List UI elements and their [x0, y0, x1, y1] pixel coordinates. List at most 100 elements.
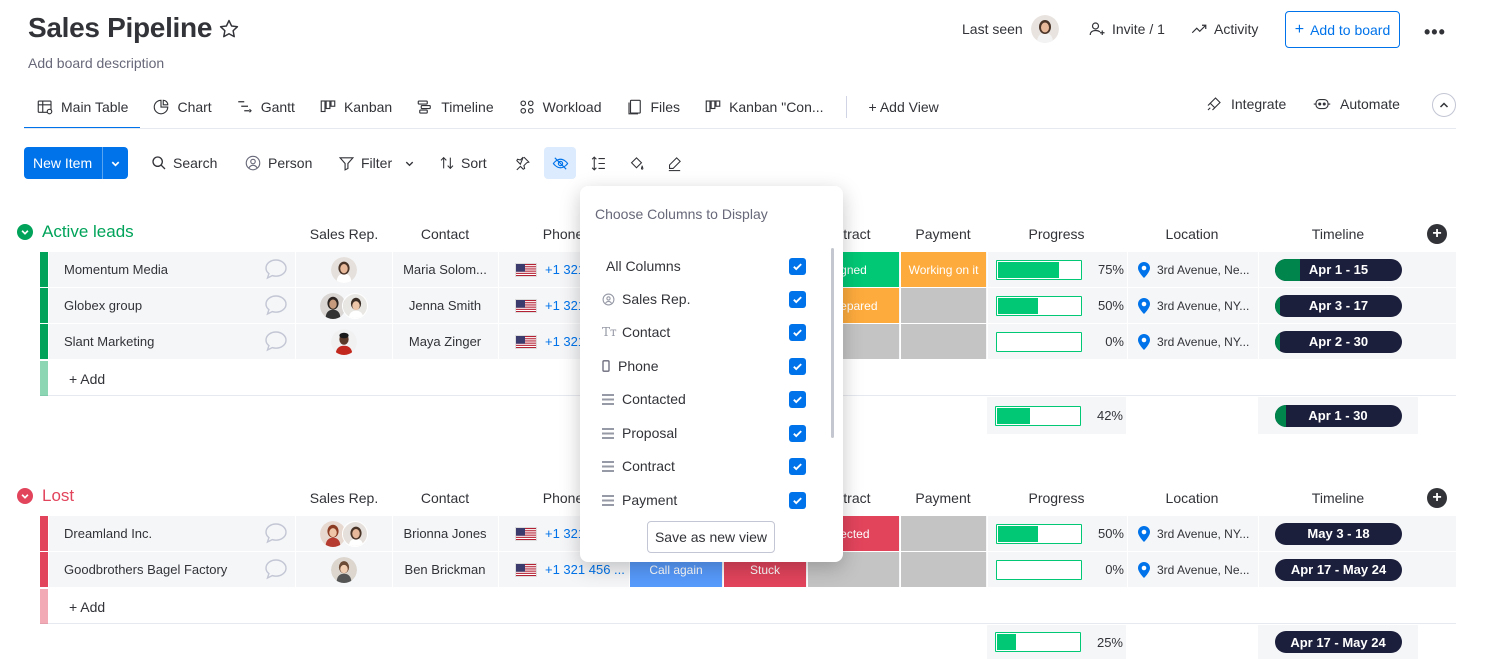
col-header-phone[interactable]: Phone — [542, 226, 584, 242]
column-option-payment[interactable]: Payment — [602, 488, 806, 512]
col-header-sales-rep[interactable]: Sales Rep. — [309, 490, 379, 506]
tab-timeline[interactable]: Timeline — [404, 84, 505, 129]
sales-rep-cell[interactable] — [295, 252, 391, 287]
tab-files[interactable]: Files — [614, 84, 693, 129]
col-header-contract[interactable]: ntract — [835, 226, 871, 242]
col-header-payment[interactable]: Payment — [915, 226, 971, 242]
chevron-down-icon[interactable] — [17, 488, 33, 504]
sales-rep-cell[interactable] — [295, 516, 391, 551]
chat-bubble-icon[interactable] — [264, 330, 288, 352]
col-header-location[interactable]: Location — [1165, 226, 1219, 242]
star-icon[interactable] — [218, 18, 240, 40]
checkbox-checked-icon[interactable] — [789, 290, 806, 308]
checkbox-checked-icon[interactable] — [789, 390, 806, 408]
col-header-timeline[interactable]: Timeline — [1311, 490, 1365, 506]
contact-cell[interactable]: Maria Solom... — [392, 252, 497, 287]
col-header-progress[interactable]: Progress — [1028, 226, 1085, 242]
pencil-icon[interactable] — [658, 147, 690, 179]
tab-main-table[interactable]: Main Table — [24, 84, 141, 129]
add-to-board-button[interactable]: + Add to board — [1285, 11, 1400, 48]
new-item-button[interactable]: New Item — [24, 147, 128, 179]
location-cell[interactable]: 3rd Avenue, Ne... — [1127, 552, 1257, 587]
paint-bucket-icon[interactable] — [620, 147, 652, 179]
checkbox-checked-icon[interactable] — [789, 491, 806, 509]
search-button[interactable]: Search — [151, 147, 217, 179]
item-name[interactable]: Dreamland Inc. — [48, 516, 294, 551]
group-title-active-leads[interactable]: Active leads — [17, 222, 134, 242]
column-option-all[interactable]: All Columns — [606, 254, 806, 278]
payment-status[interactable] — [900, 288, 986, 323]
item-name[interactable]: Globex group — [48, 288, 294, 323]
integrate-button[interactable]: Integrate — [1205, 84, 1286, 124]
tab-kanban[interactable]: Kanban — [307, 84, 404, 129]
item-name[interactable]: Momentum Media — [48, 252, 294, 287]
col-header-payment[interactable]: Payment — [915, 490, 971, 506]
pin-icon[interactable] — [506, 147, 538, 179]
contact-cell[interactable]: Ben Brickman — [392, 552, 497, 587]
checkbox-checked-icon[interactable] — [789, 257, 806, 275]
table-row[interactable]: Dreamland Inc. Brionna Jones +1 321 ject… — [40, 516, 1456, 552]
col-header-contact[interactable]: Contact — [420, 490, 470, 506]
person-filter-button[interactable]: Person — [244, 147, 312, 179]
group-title-lost[interactable]: Lost — [17, 486, 74, 506]
chevron-down-icon[interactable] — [17, 224, 33, 240]
board-title[interactable]: Sales Pipeline — [28, 12, 213, 43]
row-height-icon[interactable] — [582, 147, 614, 179]
chat-bubble-icon[interactable] — [264, 558, 288, 580]
chat-bubble-icon[interactable] — [264, 294, 288, 316]
sales-rep-cell[interactable] — [295, 288, 391, 323]
timeline-cell[interactable]: Apr 1 - 15 — [1258, 252, 1418, 287]
sort-button[interactable]: Sort — [439, 147, 487, 179]
column-option-contract[interactable]: Contract — [602, 454, 806, 478]
col-header-timeline[interactable]: Timeline — [1311, 226, 1365, 242]
chat-bubble-icon[interactable] — [264, 258, 288, 280]
column-option-sales-rep[interactable]: Sales Rep. — [602, 287, 806, 311]
timeline-cell[interactable]: Apr 2 - 30 — [1258, 324, 1418, 359]
more-options-icon[interactable]: ••• — [1424, 22, 1446, 42]
item-name[interactable]: Slant Marketing — [48, 324, 294, 359]
column-option-proposal[interactable]: Proposal — [602, 421, 806, 445]
col-header-contract[interactable]: ntract — [835, 490, 871, 506]
item-name[interactable]: Goodbrothers Bagel Factory — [48, 552, 294, 587]
contact-cell[interactable]: Maya Zinger — [392, 324, 497, 359]
checkbox-checked-icon[interactable] — [789, 323, 806, 341]
save-as-new-view-button[interactable]: Save as new view — [647, 521, 775, 553]
payment-status[interactable] — [900, 516, 986, 551]
column-option-contacted[interactable]: Contacted — [602, 387, 806, 411]
sales-rep-cell[interactable] — [295, 552, 391, 587]
automate-button[interactable]: Automate — [1312, 84, 1400, 124]
invite-button[interactable]: Invite / 1 — [1088, 12, 1165, 46]
hide-columns-icon[interactable] — [544, 147, 576, 179]
table-row[interactable]: Globex group Jenna Smith +1 321 prepared… — [40, 288, 1456, 324]
filter-button[interactable]: Filter — [338, 147, 415, 179]
chevron-down-icon[interactable] — [404, 158, 415, 169]
popover-scrollbar[interactable] — [831, 248, 834, 438]
checkbox-checked-icon[interactable] — [789, 457, 806, 475]
payment-status[interactable] — [900, 324, 986, 359]
chevron-down-icon[interactable] — [102, 147, 128, 179]
location-cell[interactable]: 3rd Avenue, Ne... — [1127, 252, 1257, 287]
add-column-icon[interactable]: + — [1427, 488, 1447, 508]
timeline-cell[interactable]: May 3 - 18 — [1258, 516, 1418, 551]
col-header-progress[interactable]: Progress — [1028, 490, 1085, 506]
collapse-header-button[interactable] — [1432, 93, 1456, 117]
add-item-row[interactable]: + Add — [40, 589, 1456, 624]
payment-status[interactable] — [900, 552, 986, 587]
sales-rep-cell[interactable] — [295, 324, 391, 359]
tab-kanban-contacted[interactable]: Kanban "Con... — [692, 84, 835, 129]
checkbox-checked-icon[interactable] — [789, 357, 806, 375]
chat-bubble-icon[interactable] — [264, 522, 288, 544]
location-cell[interactable]: 3rd Avenue, NY... — [1127, 288, 1257, 323]
tab-chart[interactable]: Chart — [140, 84, 223, 129]
activity-button[interactable]: Activity — [1190, 12, 1258, 46]
timeline-cell[interactable]: Apr 17 - May 24 — [1258, 552, 1418, 587]
contact-cell[interactable]: Jenna Smith — [392, 288, 497, 323]
add-view-button[interactable]: + Add View — [857, 84, 951, 129]
col-header-location[interactable]: Location — [1165, 490, 1219, 506]
col-header-phone[interactable]: Phone — [542, 490, 584, 506]
tab-workload[interactable]: Workload — [506, 84, 614, 129]
column-option-phone[interactable]: Phone — [602, 354, 806, 378]
col-header-sales-rep[interactable]: Sales Rep. — [309, 226, 379, 242]
add-column-icon[interactable]: + — [1427, 224, 1447, 244]
checkbox-checked-icon[interactable] — [789, 424, 806, 442]
